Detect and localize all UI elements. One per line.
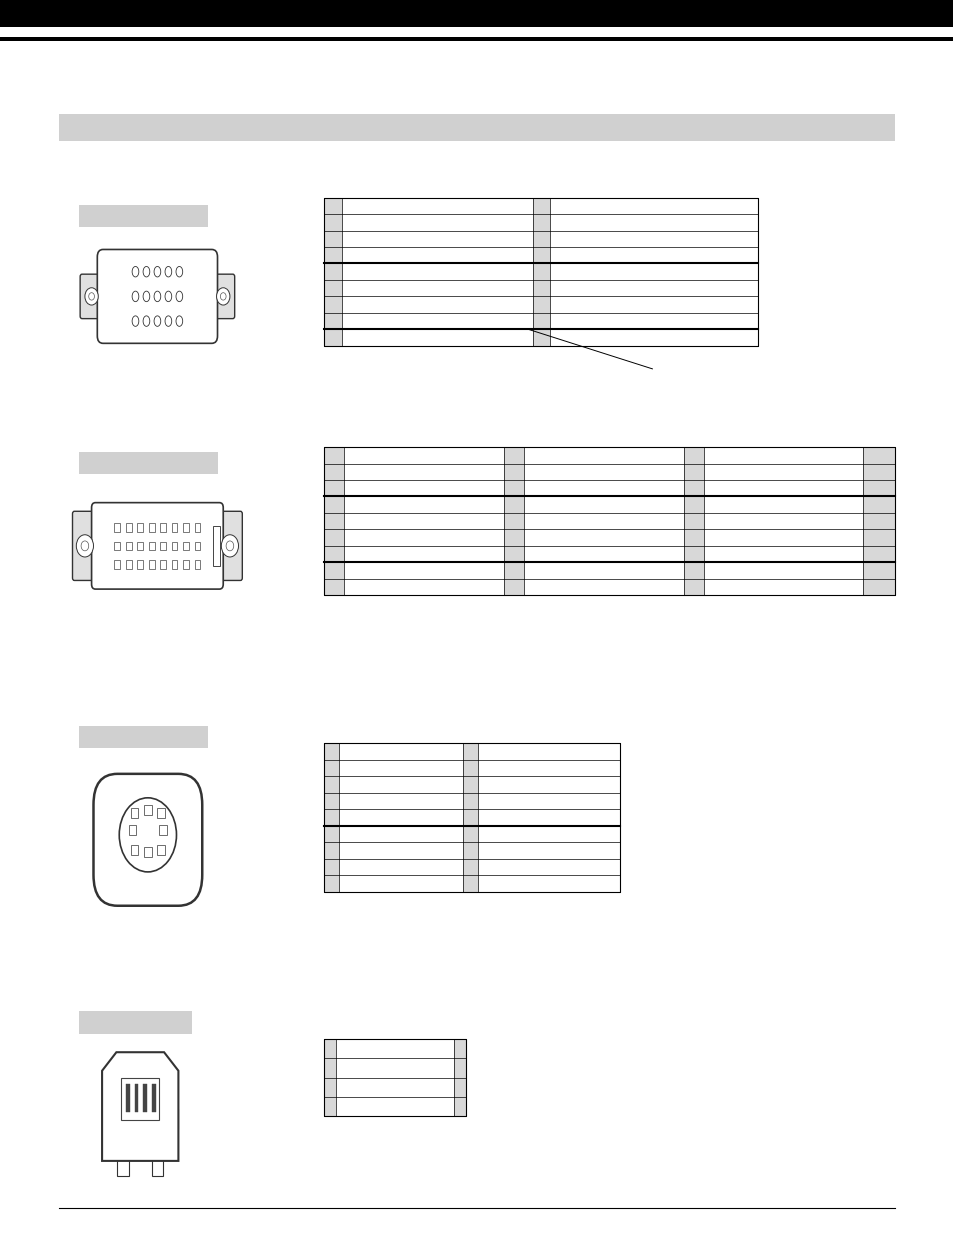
Bar: [114, 559, 120, 568]
Bar: [117, 1158, 129, 1176]
Bar: [0, 37, 953, 41]
Ellipse shape: [165, 316, 172, 326]
Bar: [79, 452, 217, 474]
Bar: [463, 743, 477, 892]
Ellipse shape: [132, 267, 139, 277]
Bar: [134, 1084, 138, 1112]
Bar: [324, 743, 339, 892]
Circle shape: [85, 288, 98, 305]
Ellipse shape: [132, 316, 139, 326]
Bar: [503, 447, 523, 595]
Bar: [144, 805, 152, 815]
Circle shape: [221, 535, 238, 557]
Ellipse shape: [143, 316, 150, 326]
Bar: [532, 198, 550, 346]
Bar: [160, 559, 166, 568]
FancyBboxPatch shape: [72, 511, 97, 580]
Bar: [144, 847, 152, 857]
Polygon shape: [102, 1052, 178, 1161]
Bar: [131, 845, 138, 855]
Ellipse shape: [165, 267, 172, 277]
Bar: [137, 524, 143, 531]
Ellipse shape: [143, 291, 150, 301]
Bar: [172, 559, 177, 568]
Bar: [131, 808, 138, 818]
Bar: [183, 541, 189, 550]
Bar: [0, 32, 953, 37]
Bar: [159, 825, 167, 835]
Bar: [152, 1084, 155, 1112]
Bar: [194, 524, 200, 531]
Bar: [683, 447, 703, 595]
Bar: [183, 559, 189, 568]
Ellipse shape: [143, 267, 150, 277]
FancyBboxPatch shape: [80, 274, 103, 319]
Bar: [183, 524, 189, 531]
Bar: [172, 1109, 178, 1129]
FancyBboxPatch shape: [91, 503, 223, 589]
Bar: [79, 726, 208, 748]
Bar: [324, 447, 344, 595]
Bar: [126, 1084, 130, 1112]
Bar: [149, 541, 154, 550]
Bar: [324, 1039, 335, 1116]
Bar: [160, 524, 166, 531]
Bar: [129, 825, 136, 835]
Bar: [324, 743, 619, 892]
Bar: [114, 524, 120, 531]
Bar: [213, 526, 220, 566]
Bar: [157, 808, 165, 818]
Bar: [172, 541, 177, 550]
Bar: [59, 114, 894, 141]
Circle shape: [119, 798, 176, 872]
Bar: [114, 541, 120, 550]
Ellipse shape: [165, 291, 172, 301]
Bar: [137, 559, 143, 568]
FancyBboxPatch shape: [212, 274, 234, 319]
Bar: [149, 524, 154, 531]
Ellipse shape: [175, 267, 182, 277]
Bar: [157, 845, 165, 855]
Ellipse shape: [154, 316, 160, 326]
Bar: [324, 447, 894, 595]
Ellipse shape: [154, 267, 160, 277]
Bar: [324, 1039, 465, 1116]
Bar: [862, 447, 894, 595]
Bar: [152, 1158, 163, 1176]
Bar: [194, 559, 200, 568]
Bar: [79, 1011, 192, 1034]
Bar: [194, 541, 200, 550]
Bar: [102, 1109, 108, 1129]
Bar: [324, 198, 341, 346]
Circle shape: [216, 288, 230, 305]
Bar: [0, 0, 953, 27]
FancyBboxPatch shape: [217, 511, 242, 580]
Bar: [324, 198, 758, 346]
Ellipse shape: [175, 316, 182, 326]
Ellipse shape: [154, 291, 160, 301]
Bar: [126, 559, 132, 568]
Bar: [160, 541, 166, 550]
Ellipse shape: [132, 291, 139, 301]
Bar: [126, 524, 132, 531]
Bar: [172, 524, 177, 531]
Bar: [149, 559, 154, 568]
Circle shape: [76, 535, 93, 557]
Bar: [137, 541, 143, 550]
Bar: [143, 1084, 147, 1112]
Ellipse shape: [175, 291, 182, 301]
FancyBboxPatch shape: [93, 774, 202, 905]
Bar: [126, 541, 132, 550]
FancyBboxPatch shape: [97, 249, 217, 343]
Bar: [121, 1078, 159, 1120]
Bar: [454, 1039, 465, 1116]
Bar: [79, 205, 208, 227]
